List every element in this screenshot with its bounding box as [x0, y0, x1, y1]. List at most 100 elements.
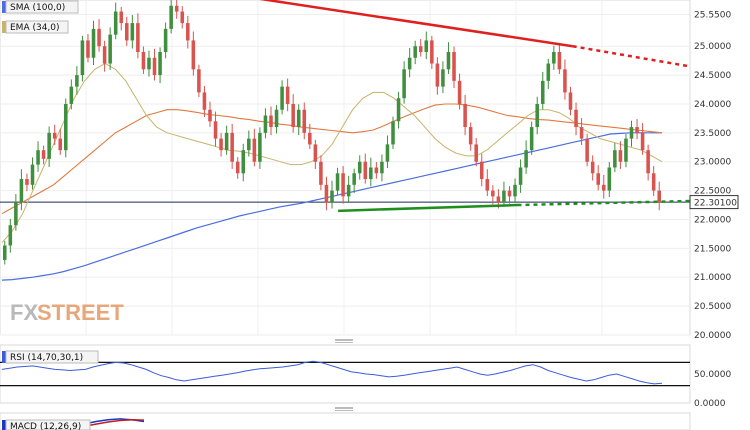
candle-body — [130, 23, 135, 41]
watermark-fx: FX — [10, 300, 38, 325]
candle-body — [319, 161, 323, 185]
y-tick-label: 23.5000 — [694, 129, 731, 139]
candle-body — [624, 138, 628, 162]
candle-body — [435, 63, 440, 87]
y-tick-label: 22.5000 — [694, 187, 731, 197]
candle-body — [452, 51, 456, 81]
panel-resize-handle-rsi[interactable] — [335, 339, 353, 343]
candle-body — [197, 69, 201, 93]
candle-body — [64, 103, 68, 151]
candle-body — [635, 127, 639, 133]
candle-body — [479, 161, 484, 180]
candle-body — [324, 184, 329, 203]
candle-body — [563, 69, 567, 93]
candle-body — [91, 28, 96, 58]
candle-body — [119, 11, 124, 24]
candle-body — [357, 161, 362, 174]
candle-body — [36, 150, 40, 165]
candle-body — [263, 115, 268, 133]
candle-body — [557, 51, 562, 70]
candle-body — [41, 150, 46, 159]
candle-body — [441, 69, 445, 87]
candle-body — [540, 80, 545, 104]
candle-body — [69, 86, 74, 104]
candle-body — [108, 34, 112, 64]
legend-macd[interactable]: MACD (12,26,9) — [2, 419, 91, 430]
legend-ema[interactable]: EMA (34,0) — [2, 20, 69, 34]
candle-body — [369, 167, 373, 180]
candle-body — [374, 167, 379, 174]
candle-body — [618, 150, 623, 162]
legend-ema-label: EMA (34,0) — [10, 23, 60, 33]
candle-body — [224, 132, 229, 151]
candle-body — [241, 150, 246, 174]
candle-body — [607, 167, 612, 191]
candle-body — [113, 11, 118, 35]
y-tick-label: 23.0000 — [694, 158, 731, 168]
candle-body — [274, 109, 279, 128]
candle-body — [97, 28, 101, 47]
candle-body — [285, 86, 290, 104]
candle-body — [502, 190, 506, 203]
candle-body — [341, 173, 345, 197]
candle-body — [651, 173, 656, 191]
candle-body — [590, 161, 595, 174]
candle-body — [202, 92, 207, 110]
candle-body — [507, 190, 512, 197]
last-price-marker: 22.30100 — [689, 195, 739, 210]
candle-body — [208, 109, 212, 122]
candle-body — [524, 150, 528, 168]
candle-body — [568, 92, 573, 110]
candle-body — [291, 103, 295, 128]
main-panel — [0, 0, 691, 336]
y-tick-label: 20.5000 — [694, 302, 731, 312]
y-axis: 25.5500 25.0000 24.5000 24.0000 23.5000 23.00… — [694, 10, 731, 409]
candle-body — [446, 51, 451, 70]
candle-body — [186, 23, 190, 41]
candle-body — [247, 138, 251, 151]
candle-body — [147, 57, 151, 70]
candle-body — [396, 98, 401, 122]
candle-body — [352, 173, 356, 185]
candle-body — [640, 132, 645, 151]
grid-layer — [0, 0, 690, 336]
candle-body — [380, 161, 384, 174]
y-tick-label: 25.0000 — [694, 42, 731, 52]
candle-body — [86, 40, 90, 58]
resistance-trendline-extension — [572, 44, 691, 68]
candle-body — [8, 225, 13, 246]
candle-body — [158, 51, 162, 76]
trendlines — [259, 0, 691, 213]
support-trendline — [338, 203, 518, 213]
y-tick-label: 20.0000 — [694, 331, 731, 341]
candle-body — [252, 138, 257, 162]
candle-body — [496, 196, 501, 203]
candle-body — [463, 103, 467, 128]
candle-body — [535, 103, 539, 128]
candle-body — [657, 190, 662, 203]
candle-body — [629, 127, 634, 139]
candle-body — [152, 57, 157, 76]
legend-rsi[interactable]: RSI (14,70,30,1) — [2, 350, 99, 364]
rsi-tick-label: 0.0000 — [694, 399, 726, 409]
candle-body — [125, 23, 129, 41]
candle-body — [407, 57, 412, 70]
candle-body — [346, 184, 351, 197]
candle-body — [574, 109, 578, 128]
y-tick-label: 21.5000 — [694, 244, 731, 254]
candle-body — [613, 150, 617, 168]
candle-body — [430, 40, 434, 64]
candle-body — [280, 86, 284, 110]
candle-body — [468, 127, 473, 145]
last-price-label: 22.30100 — [694, 199, 737, 209]
legend-sma[interactable]: SMA (100,0) — [2, 0, 79, 14]
candle-body — [136, 23, 140, 52]
panel-resize-handle-macd[interactable] — [335, 407, 353, 411]
candle-body — [491, 190, 495, 197]
rsi-series — [0, 360, 690, 387]
candle-body — [402, 69, 406, 99]
y-tick-label: 24.5000 — [694, 71, 731, 81]
candle-body — [2, 245, 7, 260]
candle-body — [230, 132, 234, 162]
